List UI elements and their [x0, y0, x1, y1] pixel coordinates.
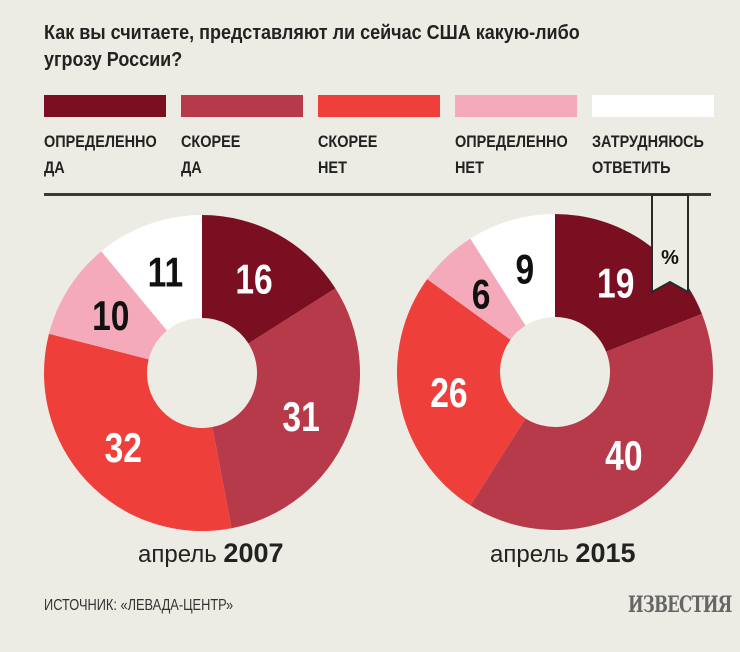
ribbon-shape — [651, 194, 689, 294]
izvestia-logo: ИЗВЕСТИЯ — [628, 592, 732, 618]
donut-2007: 16 31 32 10 11 — [43, 215, 360, 531]
donut-slice — [427, 238, 526, 340]
data-label: 40 — [605, 434, 642, 480]
caption-prefix: апрель — [138, 541, 217, 568]
donut-slice — [43, 333, 232, 531]
donut-slice — [470, 214, 555, 326]
donut-slice — [470, 313, 713, 530]
data-label: 6 — [472, 272, 491, 318]
divider-line — [44, 193, 711, 196]
data-label: 26 — [430, 371, 467, 417]
legend-item: СКОРЕЕ НЕТ — [318, 95, 440, 181]
chart-title: Как вы считаете, представляют ли сейчас … — [44, 22, 580, 71]
legend-label: СКОРЕЕ ДА — [181, 132, 241, 177]
data-label: 19 — [597, 261, 634, 307]
unit-label: % — [661, 247, 679, 269]
data-label: 16 — [235, 257, 272, 303]
donut-slice — [48, 251, 167, 360]
legend-label: ОПРЕДЕЛЕННО ДА — [44, 132, 157, 177]
percent-ribbon: % — [651, 194, 689, 294]
caption-year: 2015 — [575, 538, 636, 568]
legend-item: ОПРЕДЕЛЕННО НЕТ — [455, 95, 577, 181]
caption-2015: апрель 2015 — [490, 538, 636, 569]
donut-slice — [202, 215, 336, 344]
legend-label: СКОРЕЕ НЕТ — [318, 132, 378, 177]
data-label: 31 — [282, 394, 319, 440]
donut-slice — [212, 288, 360, 529]
legend-item: ОПРЕДЕЛЕННО ДА — [44, 95, 166, 181]
caption-year: 2007 — [223, 538, 284, 568]
legend-label: ЗАТРУДНЯЮСЬ ОТВЕТИТЬ — [592, 132, 704, 177]
legend-swatch — [455, 95, 577, 117]
legend-swatch — [592, 95, 714, 117]
caption-2007: апрель 2007 — [138, 538, 284, 569]
data-label: 32 — [105, 425, 142, 471]
data-label: 10 — [92, 294, 129, 340]
legend-item: СКОРЕЕ ДА — [181, 95, 303, 181]
data-label: 9 — [516, 247, 535, 293]
legend-swatch — [181, 95, 303, 117]
legend-swatch — [318, 95, 440, 117]
caption-prefix: апрель — [490, 541, 569, 568]
donut-slice — [555, 214, 702, 352]
donut-slice — [101, 215, 202, 331]
donut-2015: 19 40 26 69 — [397, 214, 713, 530]
legend-item: ЗАТРУДНЯЮСЬ ОТВЕТИТЬ — [592, 95, 714, 181]
legend-label: ОПРЕДЕЛЕННО НЕТ — [455, 132, 568, 177]
legend-swatch — [44, 95, 166, 117]
data-label: 11 — [148, 250, 184, 296]
donut-slice — [397, 279, 526, 506]
source-note: ИСТОЧНИК: «ЛЕВАДА-ЦЕНТР» — [44, 597, 234, 614]
